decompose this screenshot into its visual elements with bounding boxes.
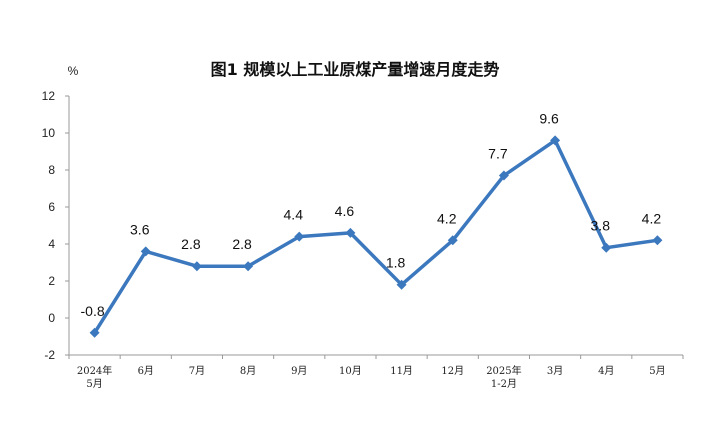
data-point [396, 279, 407, 290]
x-tick-label: 11月 [390, 365, 413, 377]
y-tick-label: 0 [48, 311, 55, 325]
data-point [601, 242, 612, 253]
y-tick-label: 12 [42, 89, 56, 103]
x-tick-label: 10月 [339, 365, 362, 377]
data-point [652, 235, 663, 246]
x-tick-label: 9月 [291, 365, 307, 377]
chart-title: 图1 规模以上工业原煤产量增速月度走势 [211, 60, 500, 79]
x-tick-label: 8月 [240, 365, 256, 377]
y-tick-label: 4 [48, 237, 55, 251]
y-tick-label: 8 [48, 163, 55, 177]
data-point [550, 135, 561, 146]
data-label: 3.6 [130, 221, 150, 237]
data-label: 2.8 [232, 236, 252, 252]
y-tick-label: 10 [42, 126, 56, 140]
data-point [345, 227, 356, 238]
y-tick-label: 6 [48, 200, 55, 214]
x-tick-label: 5月 [649, 365, 665, 377]
y-tick-label: 2 [48, 274, 55, 288]
y-axis-unit: % [68, 64, 79, 78]
data-point [498, 170, 509, 181]
x-tick-label: 2025年 1-2月 [486, 364, 521, 390]
series-line [93, 138, 658, 334]
x-tick-label: 7月 [189, 365, 205, 377]
data-point [140, 246, 151, 257]
data-label: 7.7 [488, 146, 508, 162]
x-tick-label: 3月 [547, 365, 563, 377]
data-label: 4.4 [284, 207, 304, 223]
data-point [243, 261, 254, 272]
data-label: 4.6 [335, 203, 355, 219]
y-tick-label: -2 [44, 348, 55, 362]
data-label: 4.2 [642, 210, 662, 226]
data-label: -0.8 [81, 303, 105, 319]
data-label: 9.6 [539, 110, 559, 126]
data-label: 1.8 [386, 255, 406, 271]
data-point [89, 327, 100, 338]
data-label: 3.8 [591, 218, 611, 234]
series-layer: -0.8 3.6 2.8 2.8 4.4 4.6 1.8 4.2 7.7 9.6 3.8 4.2 [81, 110, 663, 338]
data-point [447, 235, 458, 246]
data-label: 4.2 [437, 210, 457, 226]
data-point [294, 231, 305, 242]
x-tick-label: 4月 [598, 365, 614, 377]
data-label: 2.8 [181, 236, 201, 252]
axes: 12 10 8 6 4 2 0 -2 2024年 5月 6月 7月 8月 9月 10月 11月 12月 2025年… [42, 89, 684, 390]
x-tick-label: 12月 [441, 365, 464, 377]
data-point [191, 261, 202, 272]
x-tick-label: 6月 [138, 365, 154, 377]
x-tick-label: 2024年 5月 [77, 364, 112, 390]
